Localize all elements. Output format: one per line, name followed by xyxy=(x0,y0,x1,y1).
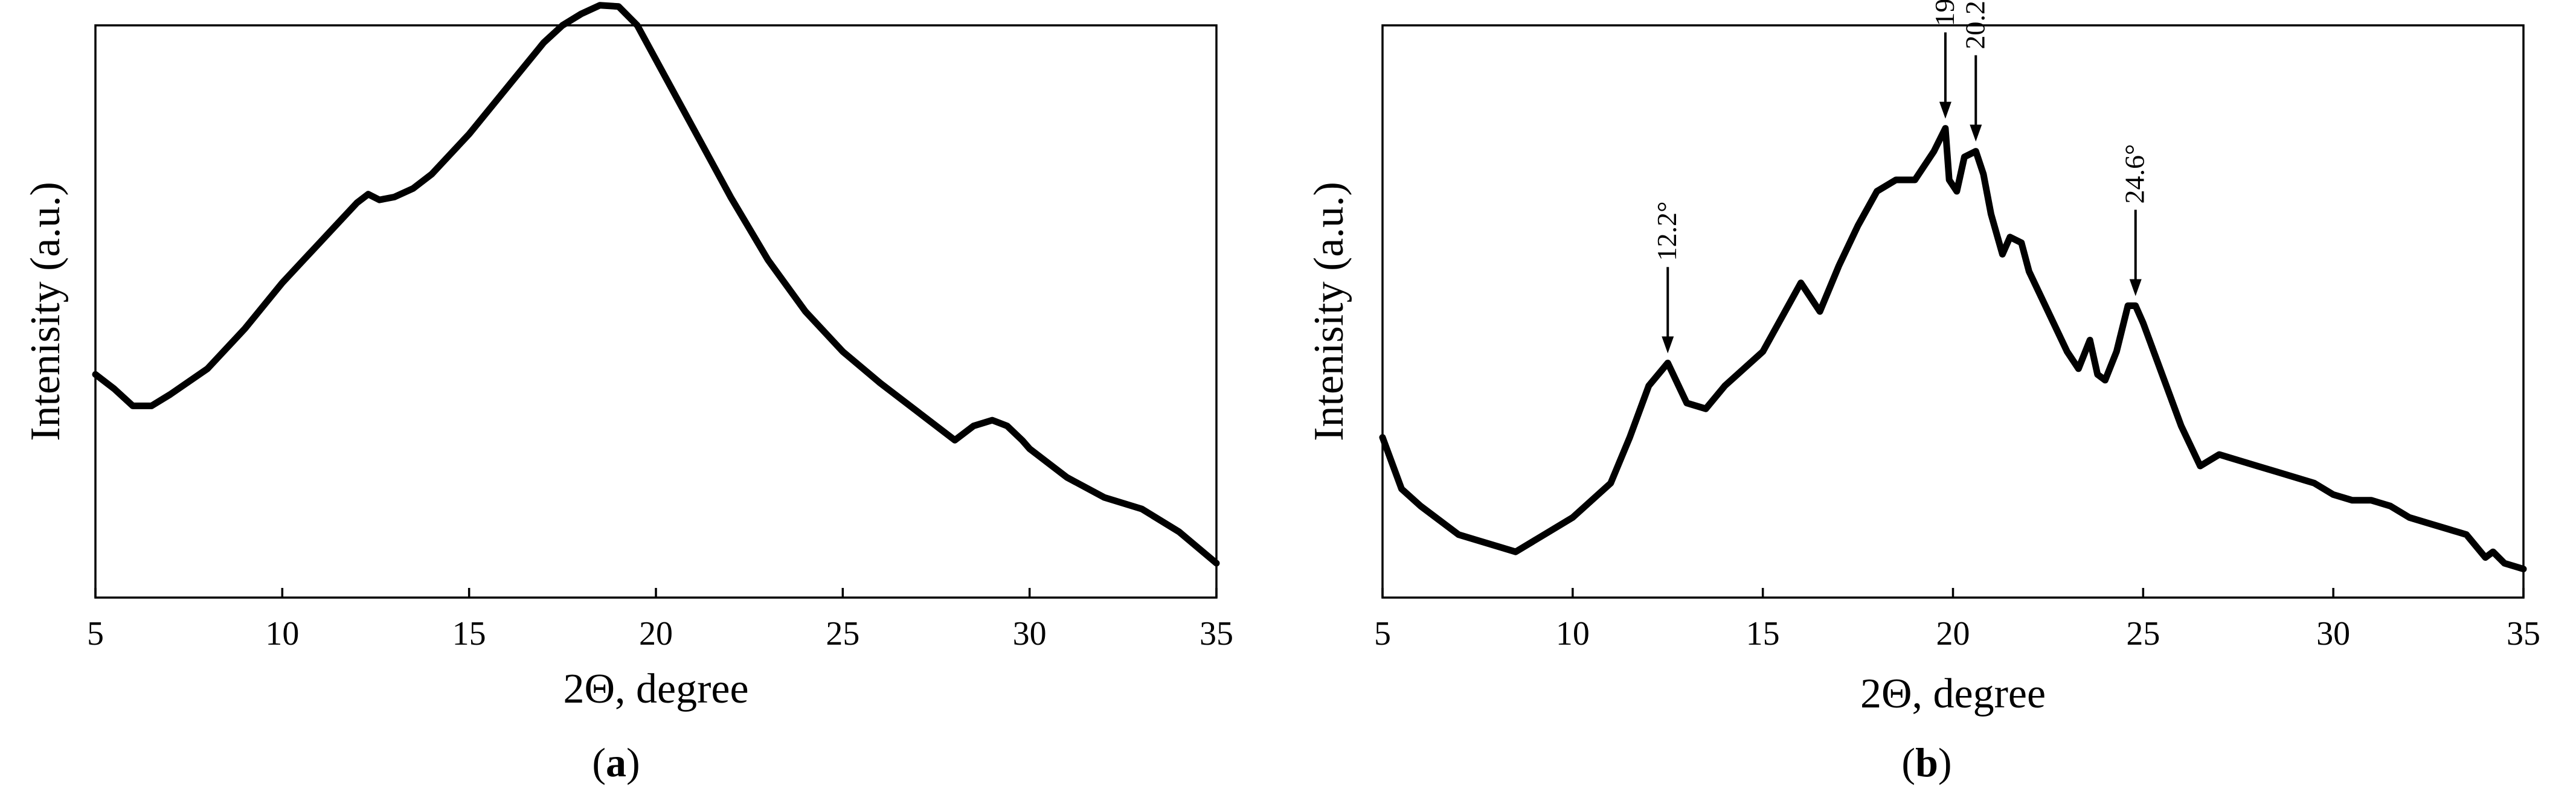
caption-letter: a xyxy=(606,739,626,785)
x-tick-label: 30 xyxy=(1013,615,1047,653)
x-tick-label: 35 xyxy=(2507,615,2540,653)
peak-arrow-head xyxy=(1939,101,1951,119)
y-axis-label: Intenisity (a.u.) xyxy=(22,182,69,441)
caption-letter: b xyxy=(1915,739,1938,785)
caption-paren-open: ( xyxy=(592,739,606,785)
caption-paren-open: ( xyxy=(1901,739,1915,785)
caption-paren-close: ) xyxy=(626,739,640,785)
panel-caption: (b) xyxy=(1901,739,1951,785)
panel-caption: (a) xyxy=(592,739,640,785)
x-tick-label: 10 xyxy=(265,615,299,653)
x-tick-label: 25 xyxy=(2126,615,2160,653)
peak-label: 12.2° xyxy=(1651,201,1682,261)
x-tick-label: 15 xyxy=(1746,615,1780,653)
series-line xyxy=(1379,125,2527,573)
plot-frame xyxy=(1381,24,2525,599)
peak-label: 19.8° xyxy=(1929,0,1960,27)
plot-frame xyxy=(94,24,1218,599)
x-axis-label: 2Θ, degree xyxy=(1860,671,2046,717)
chart-panel-b: 5 10 15 20 25 30 35 2Θ, degree Intenisity (a.u.)… xyxy=(1306,0,2540,785)
peak-label: 20.2° xyxy=(1959,0,1990,49)
x-tick-label: 25 xyxy=(826,615,859,653)
x-tick-label: 35 xyxy=(1200,615,1233,653)
peak-arrow-head xyxy=(1970,124,1982,142)
peak-label: 24.6° xyxy=(2119,144,2150,204)
peak-arrow-head xyxy=(2129,279,2142,296)
x-tick-label: 5 xyxy=(87,615,104,653)
chart-panel-a: 5 10 15 20 25 30 35 2Θ, degree Intenisity (a.u.)… xyxy=(22,2,1233,785)
x-tick-label: 30 xyxy=(2316,615,2350,653)
series-line xyxy=(92,2,1220,567)
x-axis-label: 2Θ, degree xyxy=(563,666,748,712)
x-tick-label: 15 xyxy=(452,615,486,653)
peak-arrow-head xyxy=(1662,336,1674,354)
x-tick-label: 10 xyxy=(1556,615,1590,653)
caption-paren-close: ) xyxy=(1938,739,1952,785)
x-tick-label: 20 xyxy=(639,615,673,653)
x-tick-label: 5 xyxy=(1374,615,1391,653)
y-axis-label: Intenisity (a.u.) xyxy=(1306,182,1352,441)
x-tick-label: 20 xyxy=(1936,615,1970,653)
